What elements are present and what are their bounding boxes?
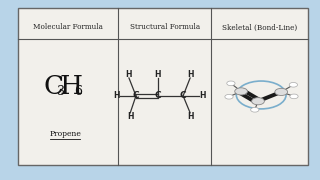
Text: H: H (59, 74, 82, 99)
Circle shape (235, 88, 247, 95)
Text: Propene: Propene (49, 130, 81, 138)
Text: C: C (180, 91, 187, 100)
Text: Molecular Formula: Molecular Formula (33, 23, 103, 32)
Bar (18, 8, 308, 165)
Circle shape (275, 88, 288, 96)
Text: Structural Formula: Structural Formula (130, 23, 200, 32)
Circle shape (251, 107, 259, 112)
Text: H: H (113, 91, 119, 100)
Text: 3: 3 (57, 85, 65, 98)
Circle shape (227, 81, 235, 86)
Circle shape (289, 82, 298, 87)
Text: H: H (126, 70, 132, 79)
Circle shape (225, 94, 233, 99)
Text: H: H (187, 112, 193, 121)
Text: 6: 6 (75, 85, 83, 98)
Text: C: C (154, 91, 161, 100)
Circle shape (252, 98, 264, 105)
Text: H: H (127, 112, 133, 121)
Text: Skeletal (Bond-Line): Skeletal (Bond-Line) (222, 23, 297, 32)
Circle shape (290, 94, 298, 99)
Text: H: H (187, 70, 193, 79)
Text: C: C (44, 74, 64, 99)
Text: C: C (133, 91, 139, 100)
Text: H: H (200, 91, 206, 100)
Text: H: H (154, 70, 161, 79)
